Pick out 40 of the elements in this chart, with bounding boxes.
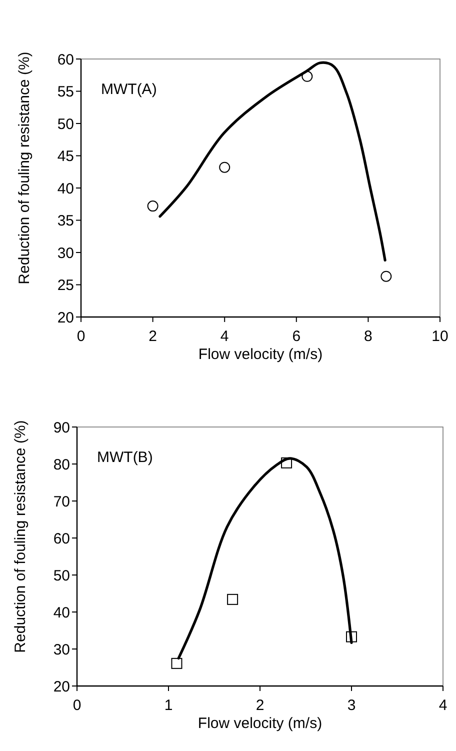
x-tick-label: 0 — [76, 328, 86, 345]
x-tick-label: 6 — [292, 328, 301, 345]
y-tick-label: 50 — [53, 567, 70, 584]
y-tick-label: 20 — [53, 678, 70, 696]
y-tick-label: 50 — [57, 116, 74, 133]
point — [219, 162, 230, 173]
y-tick-label: 45 — [57, 148, 74, 165]
y-tick-label: 90 — [53, 419, 70, 436]
y-axis-title: Reduction of fouling resistance (%) — [12, 420, 29, 653]
y-tick-label: 60 — [57, 51, 74, 68]
y-tick-label: 30 — [53, 641, 70, 658]
annotation: MWT(B) — [97, 449, 153, 466]
x-tick-label: 4 — [438, 697, 448, 714]
x-tick-label: 8 — [364, 328, 372, 345]
point — [147, 200, 158, 212]
x-axis-title: Flow velocity (m/s) — [198, 346, 323, 363]
x-tick-label: 3 — [347, 697, 356, 714]
y-tick-label: 25 — [57, 277, 74, 294]
x-tick-label: 10 — [432, 328, 448, 345]
annotation: MWT(A) — [101, 81, 157, 98]
x-tick-label: 1 — [164, 697, 173, 714]
point — [227, 594, 238, 605]
x-axis-title: Flow velocity (m/s) — [198, 715, 322, 732]
x-tick-label: 2 — [148, 328, 157, 345]
y-tick-label: 40 — [53, 604, 70, 622]
x-tick-label: 2 — [256, 697, 264, 714]
y-tick-label: 35 — [57, 212, 74, 230]
point — [380, 270, 392, 282]
line-series — [158, 61, 386, 262]
x-tick-label: 0 — [72, 697, 82, 714]
y-tick-label: 20 — [57, 309, 74, 326]
y-tick-label: 60 — [53, 530, 70, 548]
point — [171, 658, 182, 669]
y-tick-label: 70 — [53, 493, 70, 510]
y-tick-label: 55 — [57, 84, 74, 100]
y-tick-label: 80 — [53, 456, 70, 474]
x-tick-label: 4 — [220, 328, 229, 345]
y-axis-title: Reduction of fouling resistance (%) — [16, 52, 33, 284]
y-tick-label: 30 — [57, 244, 74, 262]
y-tick-label: 40 — [57, 180, 74, 198]
